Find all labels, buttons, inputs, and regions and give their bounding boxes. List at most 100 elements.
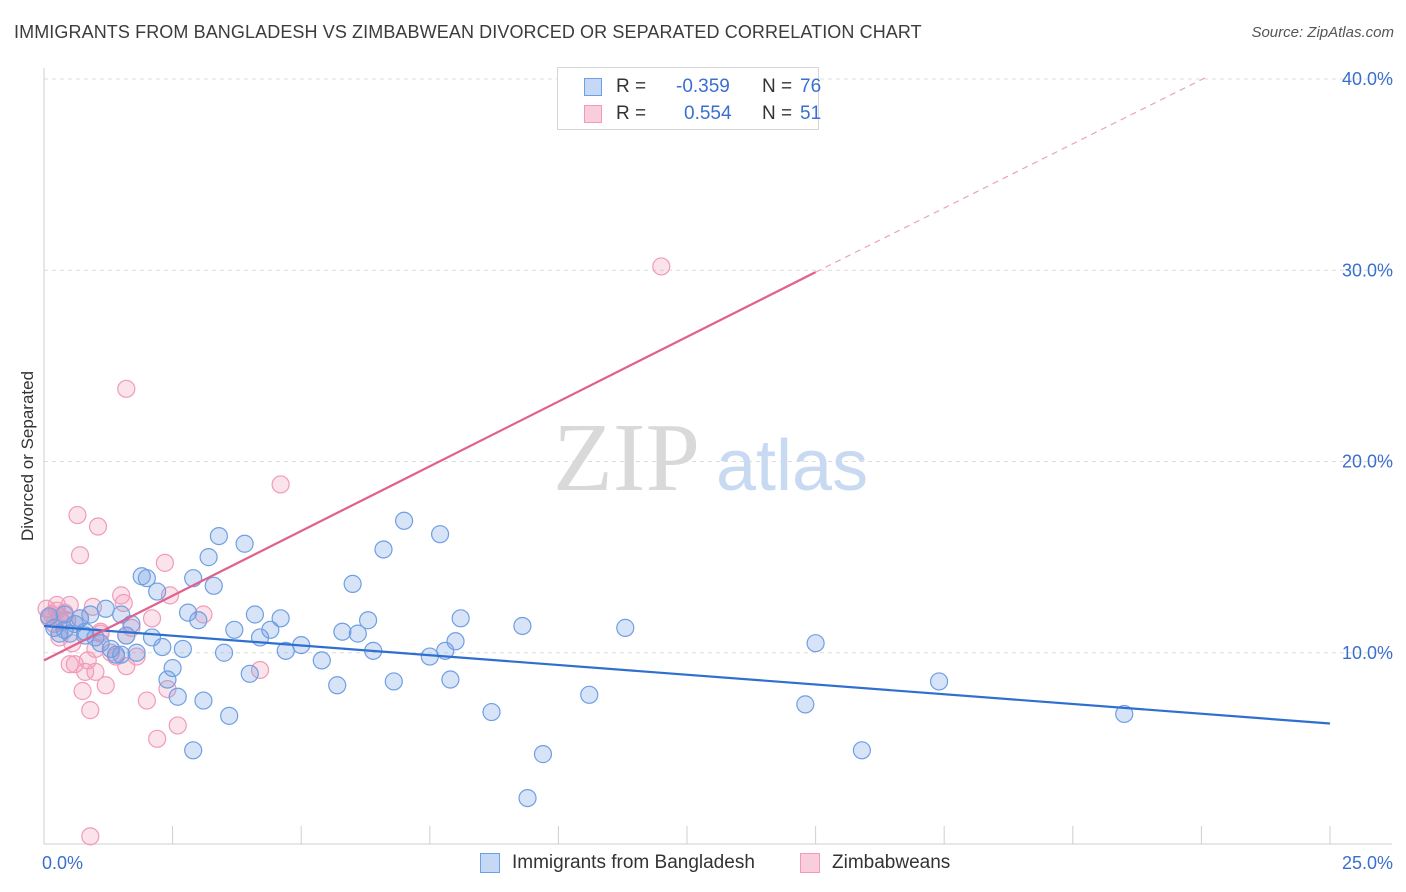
data-point-bangladesh xyxy=(446,632,465,651)
data-point-bangladesh xyxy=(204,576,223,595)
data-point-zimbabwe xyxy=(148,729,167,748)
swatch-bangladesh xyxy=(480,853,500,873)
data-point-bangladesh xyxy=(261,620,280,639)
data-point-bangladesh xyxy=(225,620,244,639)
points-bangladesh xyxy=(40,511,1134,808)
data-point-bangladesh xyxy=(189,611,208,630)
data-point-bangladesh xyxy=(184,741,203,760)
r-value: -0.359 xyxy=(676,76,730,97)
data-point-bangladesh xyxy=(209,526,228,546)
data-point-bangladesh xyxy=(40,607,59,626)
data-point-zimbabwe xyxy=(73,681,92,701)
data-point-bangladesh xyxy=(127,643,146,662)
data-point-zimbabwe xyxy=(86,662,105,681)
trend-lines xyxy=(43,76,1331,725)
data-point-bangladesh xyxy=(312,651,331,670)
data-point-bangladesh xyxy=(343,574,362,594)
data-point-bangladesh xyxy=(374,540,393,559)
data-point-bangladesh xyxy=(173,639,192,659)
chart-title: IMMIGRANTS FROM BANGLADESH VS ZIMBABWEAN… xyxy=(14,22,922,42)
r-value: 0.554 xyxy=(684,103,732,124)
swatch-zimbabwe xyxy=(584,105,602,123)
data-point-bangladesh xyxy=(580,685,599,704)
data-point-bangladesh xyxy=(101,639,120,659)
r-label: R = xyxy=(616,76,647,97)
correlation-legend: R = -0.359 N = 76 R = 0.554 N = 51 xyxy=(557,67,822,130)
tick-labels: 10.0% 20.0% 30.0% 40.0% 0.0% 25.0% xyxy=(42,69,1393,873)
data-point-bangladesh xyxy=(153,637,172,657)
y-tick-label: 40.0% xyxy=(1342,69,1393,89)
y-tick-label: 30.0% xyxy=(1342,260,1393,280)
data-point-bangladesh xyxy=(513,616,532,636)
data-point-zimbabwe xyxy=(81,701,100,720)
gridlines xyxy=(44,78,1392,654)
data-point-bangladesh xyxy=(451,609,470,628)
data-point-zimbabwe xyxy=(81,827,100,846)
data-point-bangladesh xyxy=(122,614,141,634)
data-point-zimbabwe xyxy=(117,379,136,398)
data-point-bangladesh xyxy=(240,664,259,683)
data-point-bangladesh xyxy=(333,622,352,641)
data-point-zimbabwe xyxy=(60,655,79,674)
watermark-zip: ZIP xyxy=(553,404,700,512)
data-point-bangladesh xyxy=(394,511,414,530)
data-point-zimbabwe xyxy=(155,553,174,572)
data-point-bangladesh xyxy=(91,634,110,653)
data-point-bangladesh xyxy=(482,702,501,722)
trend-line-bangladesh xyxy=(43,624,1331,725)
data-point-bangladesh xyxy=(70,609,90,628)
r-label: R = xyxy=(616,103,647,124)
data-point-bangladesh xyxy=(220,706,239,725)
data-point-zimbabwe xyxy=(158,679,177,699)
legend-label: Zimbabweans xyxy=(832,852,951,873)
data-point-zimbabwe xyxy=(70,546,90,565)
n-value: 51 xyxy=(800,103,822,124)
data-point-bangladesh xyxy=(384,672,403,691)
data-point-zimbabwe xyxy=(60,595,79,615)
n-label: N = xyxy=(762,76,793,97)
legend-label: Immigrants from Bangladesh xyxy=(512,852,755,873)
axes xyxy=(43,68,1392,845)
data-point-bangladesh xyxy=(441,670,460,689)
data-point-bangladesh xyxy=(199,548,218,567)
trend-line-zimbabwe-extension xyxy=(815,76,1207,273)
data-point-bangladesh xyxy=(430,525,450,544)
y-tick-label: 10.0% xyxy=(1342,643,1393,663)
data-point-zimbabwe xyxy=(194,605,213,624)
data-point-bangladesh xyxy=(929,672,949,691)
data-point-bangladesh xyxy=(168,687,187,706)
data-point-bangladesh xyxy=(358,611,378,630)
data-point-bangladesh xyxy=(852,741,871,760)
data-point-bangladesh xyxy=(796,695,815,714)
data-point-bangladesh xyxy=(1115,704,1134,724)
data-point-bangladesh xyxy=(806,634,825,653)
watermark-atlas: atlas xyxy=(716,426,868,506)
data-point-zimbabwe xyxy=(250,660,270,680)
data-point-zimbabwe xyxy=(42,605,61,624)
data-point-bangladesh xyxy=(148,582,167,601)
y-tick-label: 20.0% xyxy=(1342,452,1393,472)
data-point-bangladesh xyxy=(81,605,100,624)
data-point-bangladesh xyxy=(348,624,367,643)
data-point-bangladesh xyxy=(271,609,290,628)
data-point-zimbabwe xyxy=(68,505,87,525)
data-point-bangladesh xyxy=(328,676,347,695)
data-point-zimbabwe xyxy=(96,676,115,695)
data-point-bangladesh xyxy=(158,670,177,689)
data-point-zimbabwe xyxy=(114,593,133,613)
trend-line-zimbabwe xyxy=(43,271,817,662)
data-point-zimbabwe xyxy=(271,475,290,494)
data-point-zimbabwe xyxy=(137,691,156,710)
data-point-bangladesh xyxy=(55,605,74,624)
data-point-bangladesh xyxy=(245,605,265,624)
x-tick-label: 25.0% xyxy=(1342,853,1393,873)
data-point-bangladesh xyxy=(106,645,126,664)
swatch-bangladesh xyxy=(584,78,602,96)
data-point-bangladesh xyxy=(163,658,182,678)
data-point-bangladesh xyxy=(60,624,79,643)
swatch-zimbabwe xyxy=(800,853,820,873)
n-label: N = xyxy=(762,103,793,124)
data-point-bangladesh xyxy=(194,691,213,710)
data-point-bangladesh xyxy=(112,645,131,664)
